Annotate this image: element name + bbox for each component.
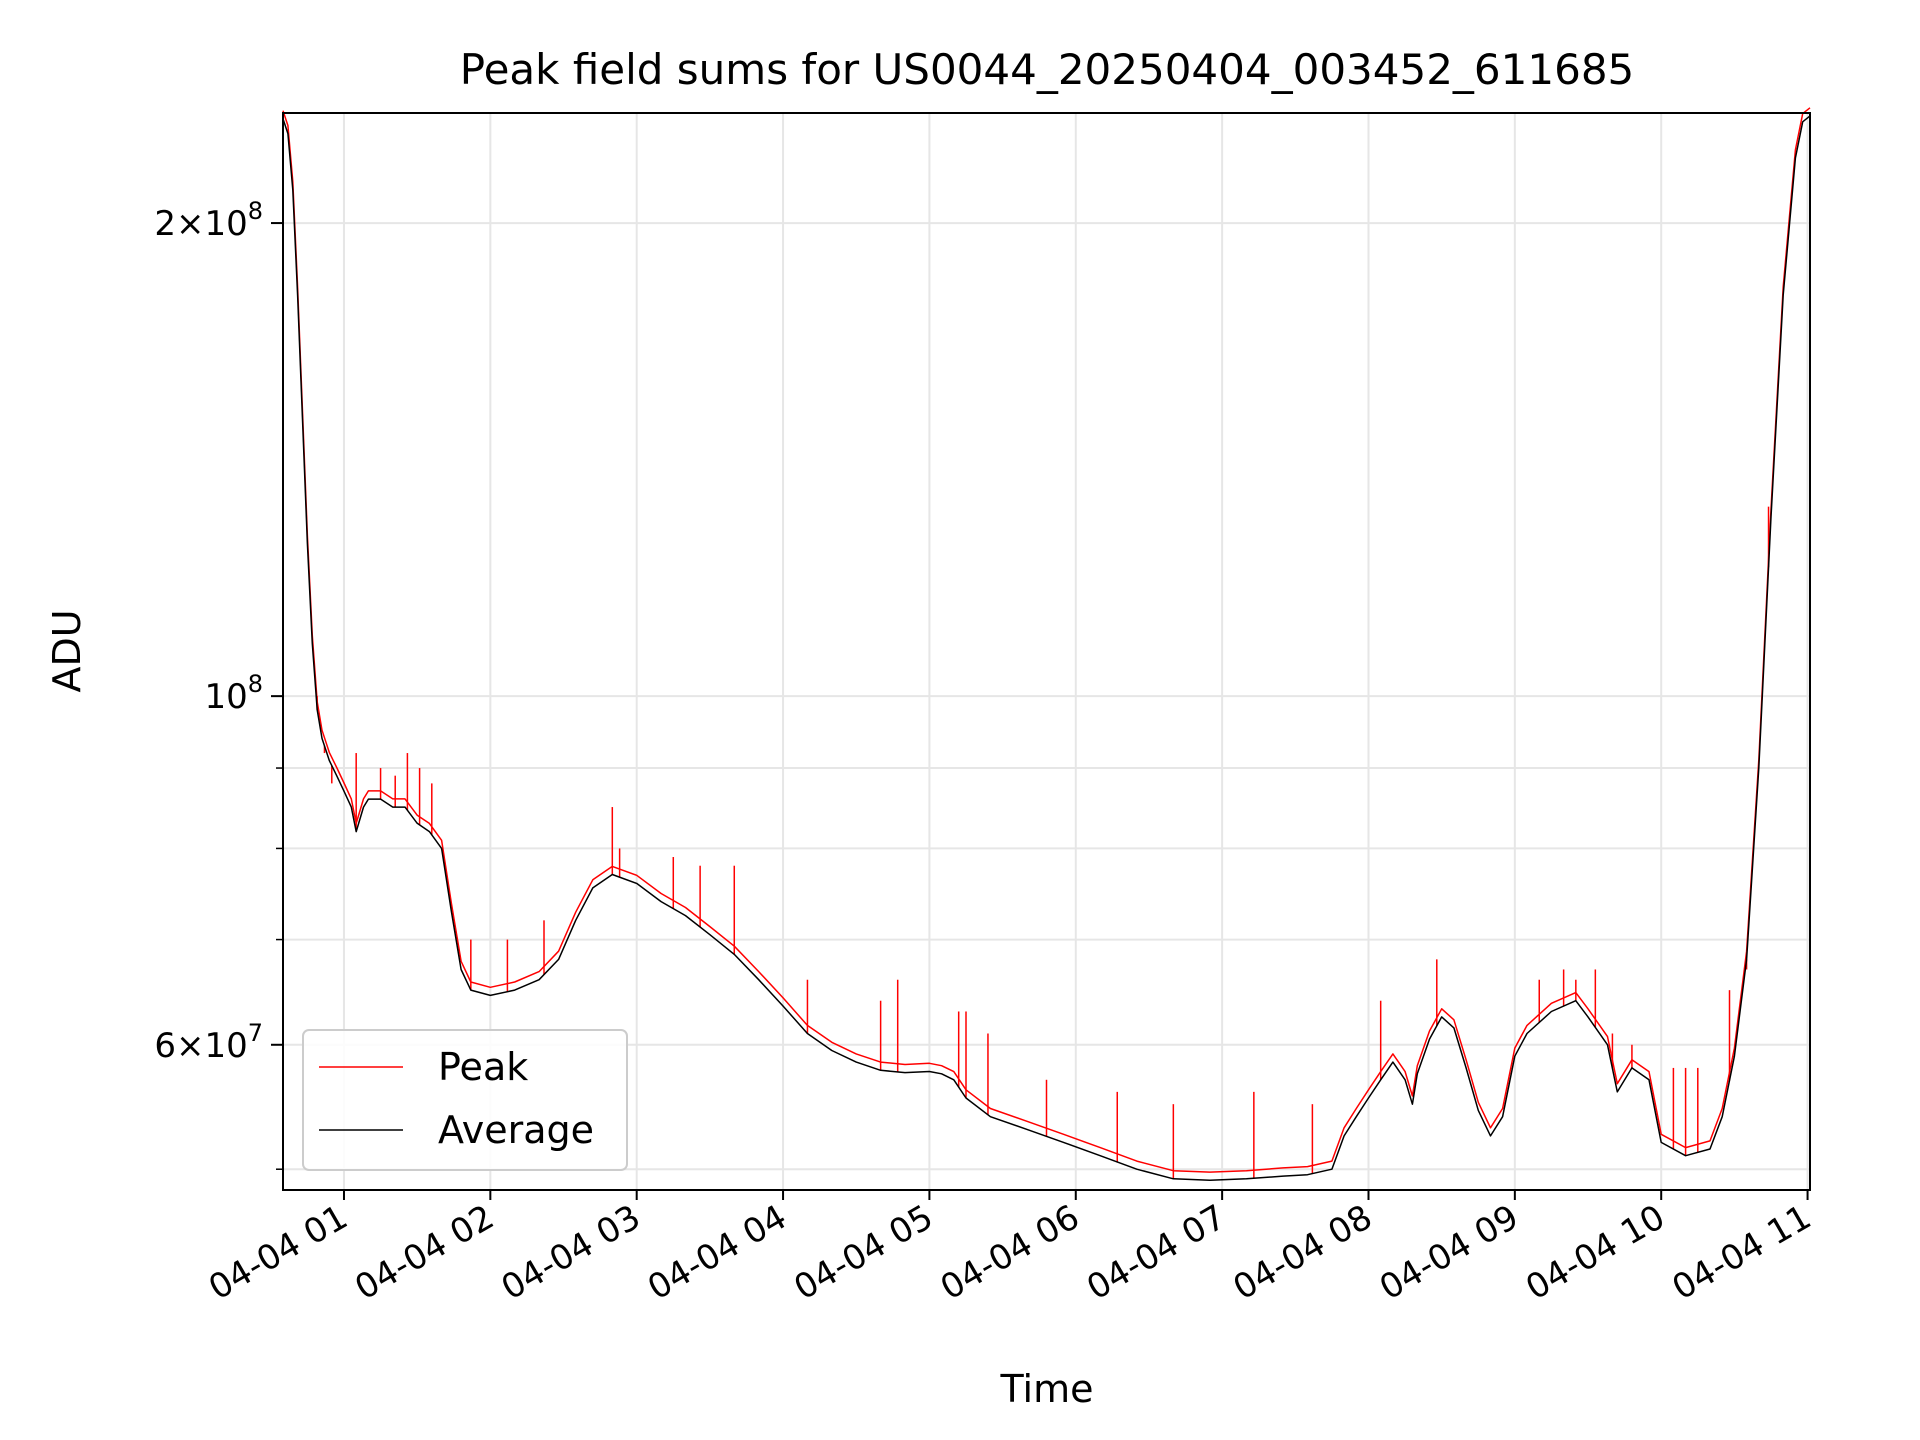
legend: Peak Average: [302, 1029, 628, 1171]
legend-box: [302, 1029, 628, 1171]
legend-label-peak: Peak: [438, 1045, 528, 1089]
series-line-average: [282, 115, 1811, 1181]
legend-label-average: Average: [438, 1108, 594, 1152]
series-layer: [282, 107, 1811, 1181]
y-tick-label: 2×108: [154, 197, 263, 244]
y-axis: 6×107 108 2×108: [154, 197, 283, 1170]
y-tick-label: 6×107: [154, 1019, 263, 1066]
y-tick-label: 108: [204, 670, 263, 717]
y-axis-label: ADU: [45, 609, 89, 692]
chart-title: Peak field sums for US0044_20250404_0034…: [460, 45, 1635, 94]
grid: [283, 113, 1810, 1190]
plot-frame: [282, 112, 1811, 1191]
x-axis-label: Time: [1000, 1367, 1094, 1411]
